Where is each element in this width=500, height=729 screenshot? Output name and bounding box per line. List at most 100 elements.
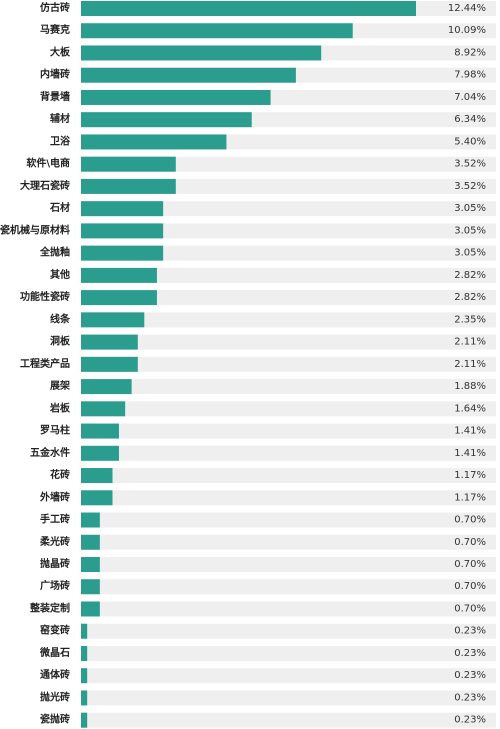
bar [81,490,113,506]
bar-track [81,156,496,172]
category-label: 展架 [50,379,70,392]
category-label: 马赛克 [40,23,70,36]
value-label: 6.34% [454,114,486,125]
bar-track [81,312,496,328]
bar [81,89,271,105]
bar [81,645,88,661]
category-label: 其他 [50,268,70,281]
category-label: 罗马柱 [40,424,70,437]
category-label: 内墙砖 [40,68,70,81]
value-label: 0.23% [454,626,486,637]
bar [81,601,100,617]
category-label: 大理石瓷砖 [20,179,70,192]
bar-track [81,267,496,283]
bar [81,67,296,83]
category-label: 工程类产品 [20,357,70,370]
bar [81,579,100,595]
value-label: 2.82% [454,270,486,281]
value-label: 1.88% [454,381,486,392]
category-label: 抛光砖 [40,690,70,703]
bar [81,156,176,172]
bar-track [81,379,496,395]
bar [81,668,88,684]
bar-track [81,490,496,506]
category-label: 整装定制 [29,601,70,614]
bar-track [81,690,496,706]
bar [81,334,138,350]
bar-track [81,356,496,372]
value-label: 0.70% [454,581,486,592]
category-label: 外墙砖 [39,490,70,503]
category-label: 手工砖 [40,513,70,526]
bar-track [81,401,496,417]
value-label: 1.17% [454,470,486,481]
value-label: 3.05% [454,248,486,259]
bar [81,534,100,550]
bar-track [81,201,496,217]
value-label: 3.05% [454,225,486,236]
bar-track [81,557,496,572]
value-label: 0.23% [454,715,486,726]
bar [81,45,322,61]
bar-track [81,579,496,595]
value-label: 2.11% [454,359,486,370]
bar-track [81,668,496,684]
bar [81,112,252,128]
bar [81,557,100,572]
bar [81,290,157,306]
category-label: 辅材 [50,112,70,125]
bar-track [81,290,496,306]
category-label: 陶瓷机械与原材料 [0,223,70,236]
bar-track [81,623,496,639]
category-label: 线条 [50,312,71,325]
bar [81,267,157,283]
value-label: 2.35% [454,314,486,325]
value-label: 8.92% [454,47,486,58]
value-label: 0.23% [454,692,486,703]
category-label: 五金水件 [30,446,70,459]
bar-track [81,334,496,350]
bar-track [81,178,496,194]
value-label: 0.70% [454,515,486,526]
value-label: 10.09% [448,25,486,36]
category-label: 柔光砖 [39,535,70,548]
bar [81,201,164,217]
value-label: 0.70% [454,603,486,614]
category-label: 全抛釉 [39,246,70,259]
category-label: 石材 [49,201,70,214]
value-label: 3.52% [454,159,486,170]
category-label: 花砖 [50,468,70,481]
value-label: 5.40% [454,136,486,147]
bar [81,423,119,439]
category-label: 通体砖 [40,668,70,681]
bar-track [81,601,496,617]
bar-track [81,645,496,661]
bar [81,134,227,150]
bar-track [81,245,496,261]
value-label: 3.05% [454,203,486,214]
category-label: 仿古砖 [40,1,70,14]
value-label: 7.04% [454,92,486,103]
value-label: 0.70% [454,559,486,570]
value-label: 2.82% [454,292,486,303]
bar [81,1,416,16]
value-label: 1.41% [454,448,486,459]
bar [81,23,353,39]
value-label: 3.52% [454,181,486,192]
value-label: 2.11% [454,337,486,348]
bar-track [81,468,496,484]
category-label: 功能性瓷砖 [20,290,70,303]
category-label: 软件\电商 [26,157,70,170]
bar-track [81,423,496,439]
bar [81,312,145,328]
value-label: 0.70% [454,537,486,548]
category-label: 抛晶砖 [40,557,70,570]
value-label: 7.98% [454,70,486,81]
bar [81,445,119,461]
bar [81,623,88,639]
category-label: 广场砖 [40,579,70,592]
value-label: 1.41% [454,426,486,437]
bar [81,223,164,239]
